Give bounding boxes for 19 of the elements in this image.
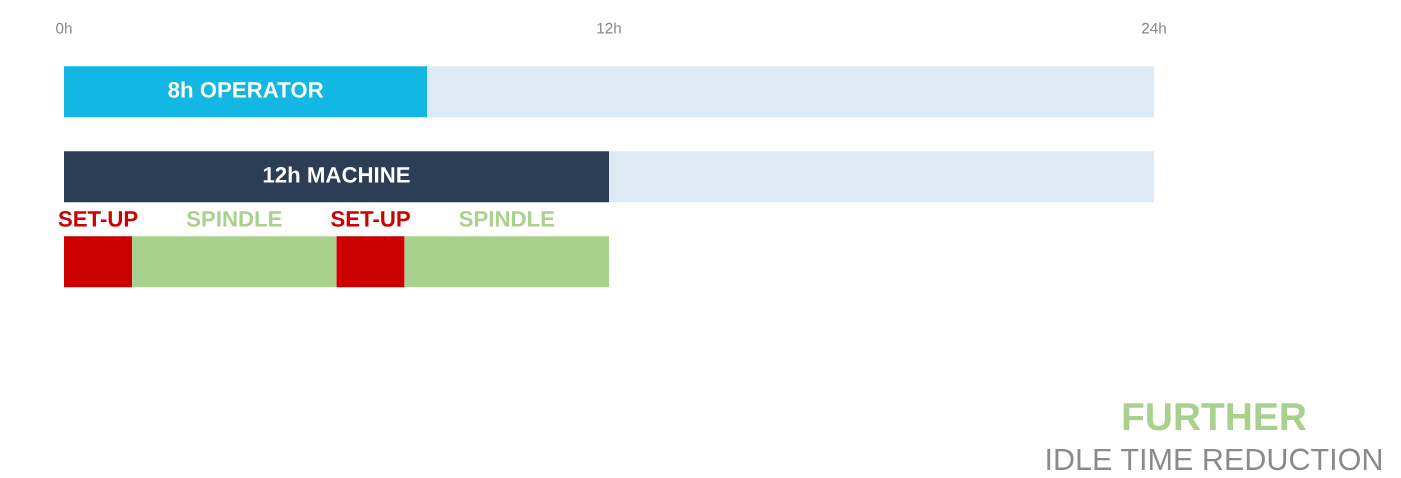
bar bbox=[336, 236, 405, 288]
series-label: 8h OPERATOR bbox=[168, 81, 324, 98]
bar bbox=[404, 236, 609, 288]
series-label: SET-UP bbox=[58, 211, 138, 227]
bar bbox=[64, 151, 609, 203]
bar bbox=[64, 66, 428, 118]
series-label: SPINDLE bbox=[186, 211, 282, 227]
x-tick-label: 12h bbox=[597, 22, 621, 34]
series-label: 12h MACHINE bbox=[263, 166, 410, 183]
bar bbox=[132, 236, 337, 288]
x-tick-label: 0h bbox=[56, 22, 72, 34]
bar bbox=[64, 236, 133, 288]
text: FURTHER bbox=[1123, 403, 1307, 431]
x-tick-label: 24h bbox=[1142, 22, 1166, 34]
text: IDLE TIME REDUCTION bbox=[1047, 448, 1382, 471]
series-label: SPINDLE bbox=[459, 211, 555, 227]
bar bbox=[427, 66, 1154, 118]
bar bbox=[609, 151, 1154, 203]
series-label: SET-UP bbox=[331, 211, 410, 227]
